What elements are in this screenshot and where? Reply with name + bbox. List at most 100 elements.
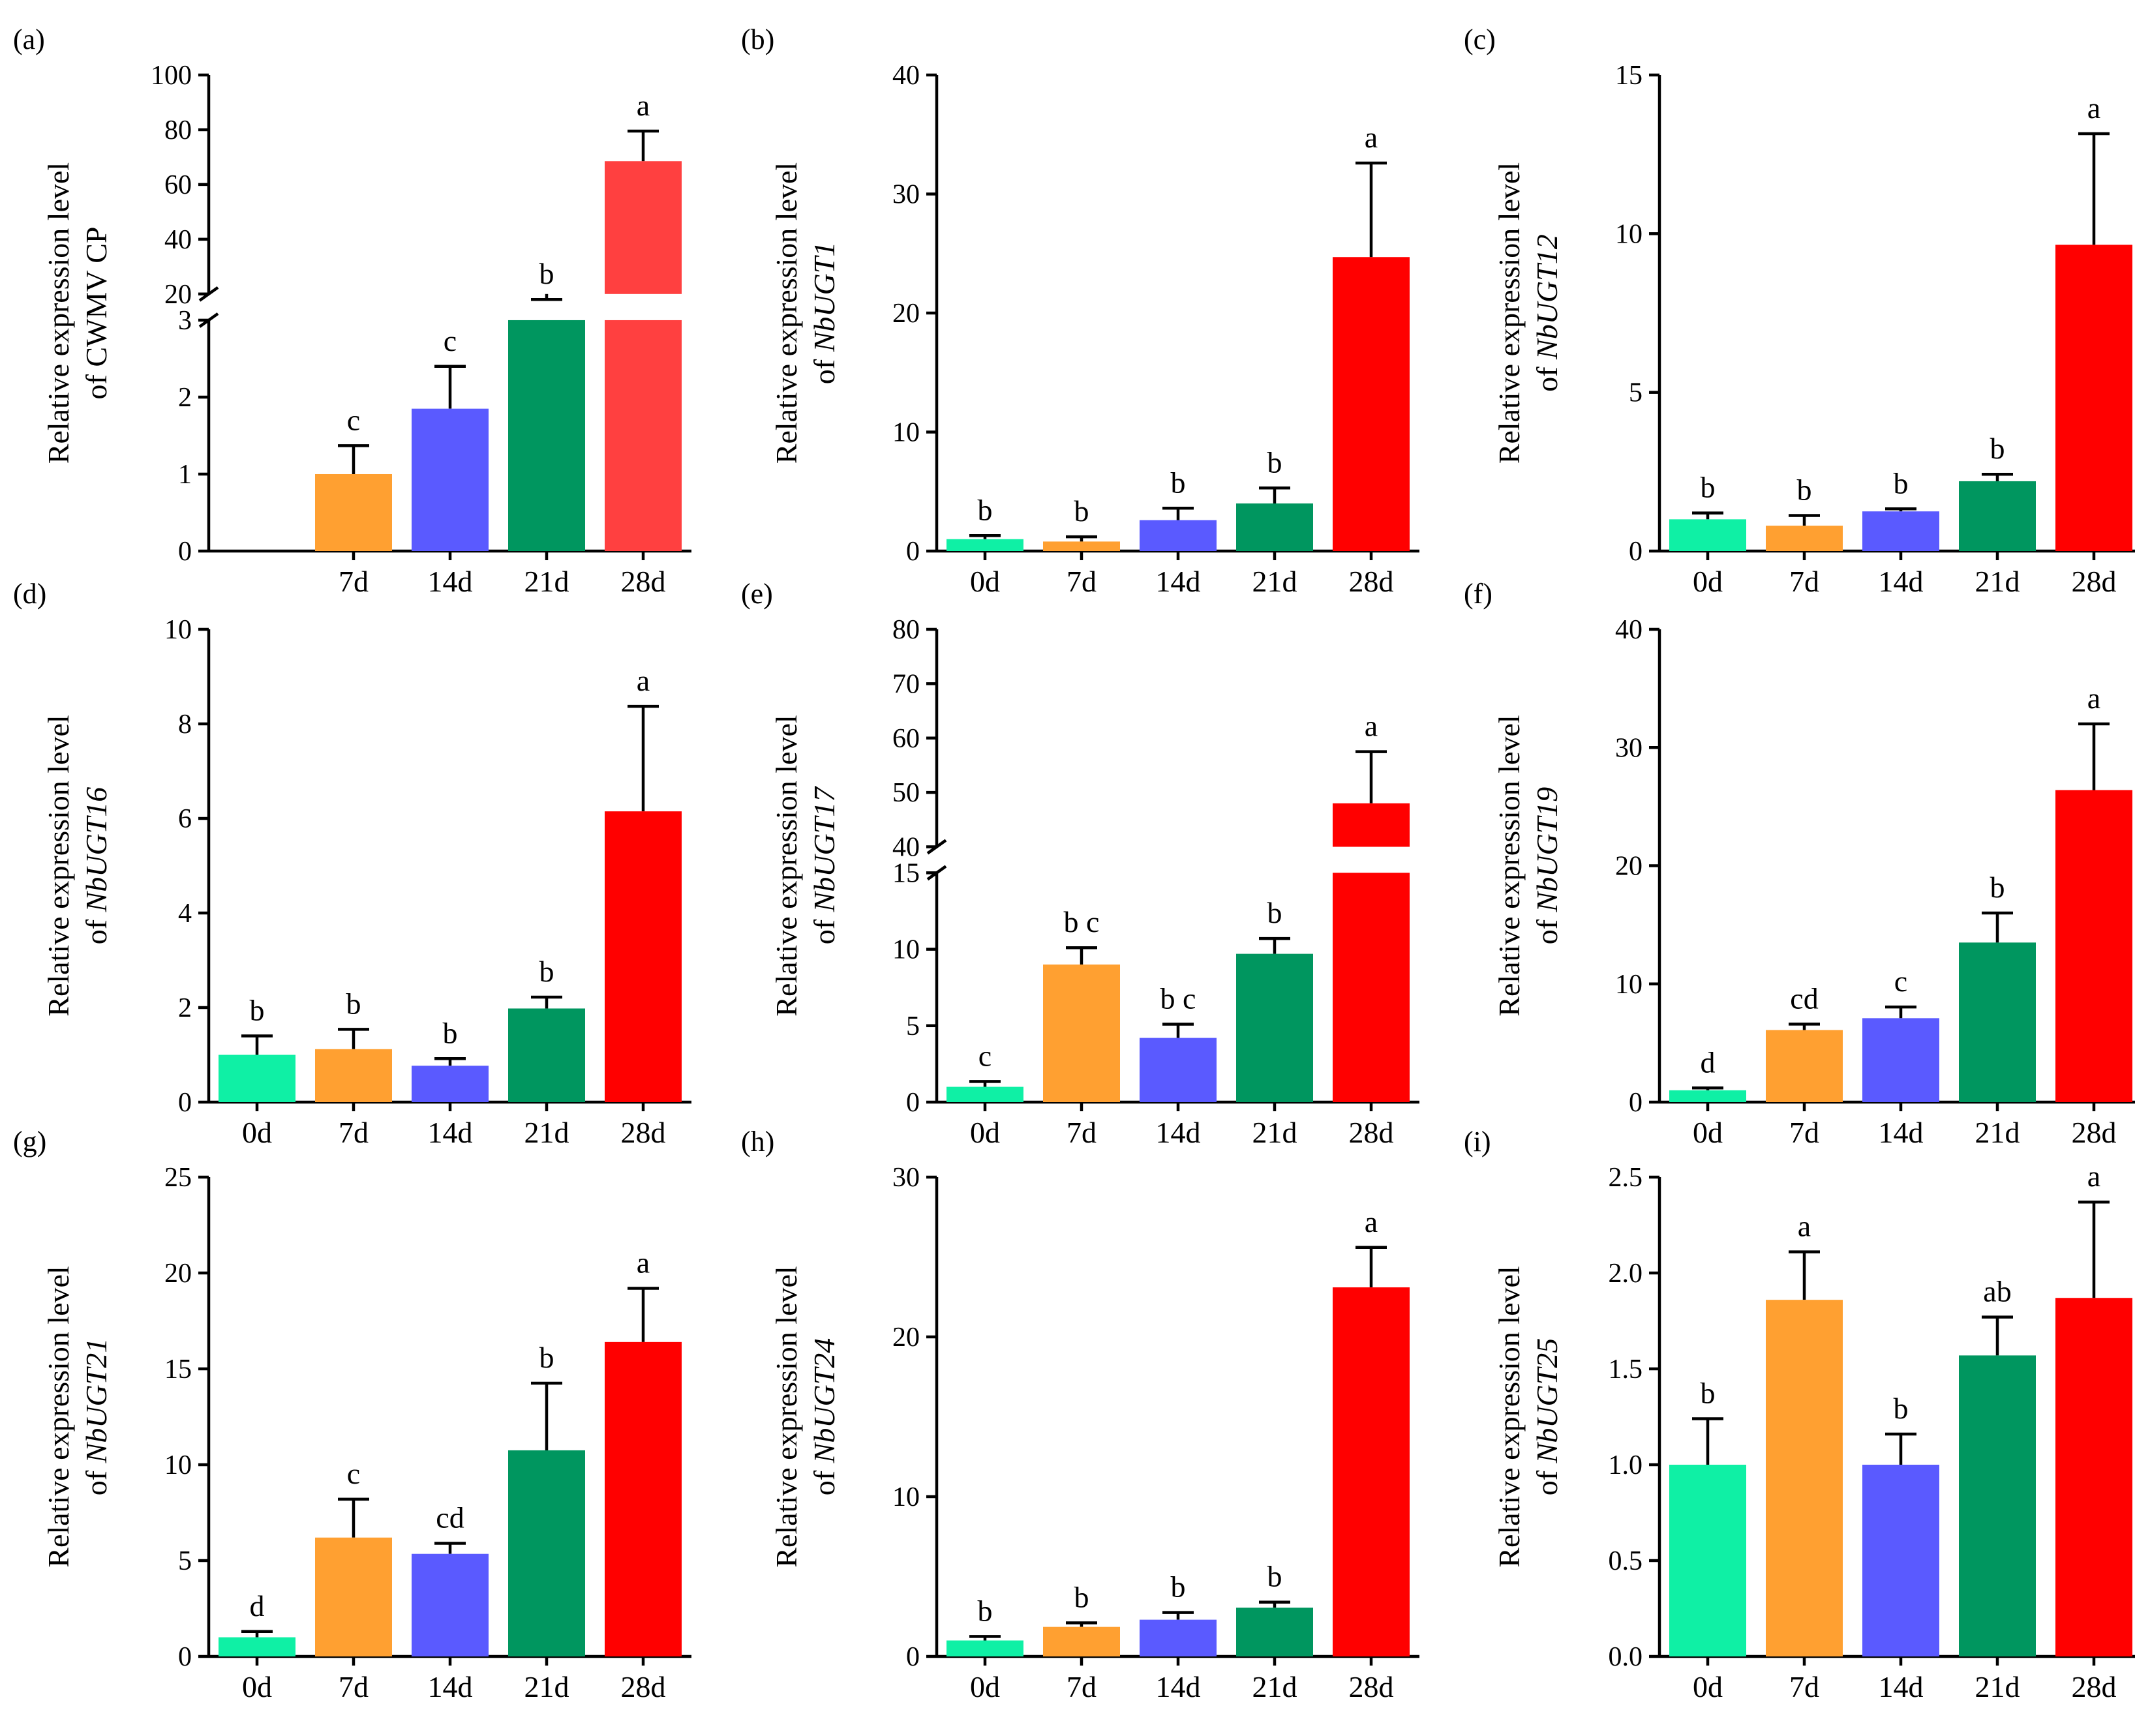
x-tick-label: 7d bbox=[1067, 565, 1097, 598]
bar bbox=[1959, 1355, 2036, 1656]
y-axis-title: Relative expression level of NbUGT12 bbox=[1492, 162, 1564, 464]
y-axis-title-line2: of NbUGT21 bbox=[80, 1338, 113, 1496]
x-tick-label: 7d bbox=[1789, 565, 1819, 598]
y-axis-title-line1: Relative expression level bbox=[1492, 1266, 1526, 1567]
x-tick-label: 0d bbox=[1693, 1116, 1723, 1149]
x-tick-label: 21d bbox=[1252, 565, 1297, 598]
y-tick-label: 2 bbox=[178, 993, 192, 1023]
y-tick-label: 0 bbox=[178, 1642, 192, 1672]
chart-panel-b: (b) Relative expression level of NbUGT1 0d 7… bbox=[741, 23, 1419, 598]
y-tick-label: 100 bbox=[151, 61, 192, 91]
significance-letter: a bbox=[1798, 1210, 1811, 1243]
bar bbox=[605, 811, 682, 1102]
bar bbox=[1669, 519, 1746, 551]
y-tick-label: 20 bbox=[892, 1323, 920, 1353]
bar bbox=[219, 1055, 295, 1102]
chart-panel-e: (e) Relative expression level of NbUGT17 0d… bbox=[741, 578, 1419, 1149]
x-tick-label: 0d bbox=[242, 1116, 272, 1149]
y-tick-label: 0 bbox=[906, 1088, 920, 1118]
y-tick-label: 1.0 bbox=[1609, 1450, 1643, 1480]
y-axis-title-prefix: of bbox=[808, 1463, 841, 1495]
significance-letter: b bbox=[250, 994, 265, 1027]
significance-letter: b bbox=[539, 1341, 554, 1374]
y-axis-title-line2: of NbUGT16 bbox=[80, 787, 113, 945]
bar bbox=[508, 1008, 585, 1102]
significance-letter: b bbox=[1171, 1570, 1186, 1604]
bar bbox=[315, 473, 392, 551]
y-tick-label: 0 bbox=[906, 537, 920, 567]
bar bbox=[1333, 257, 1410, 551]
bar bbox=[508, 1450, 585, 1656]
panel-label: (c) bbox=[1464, 23, 1496, 55]
significance-letter: b bbox=[1267, 445, 1282, 479]
y-axis-title-gene: NbUGT21 bbox=[80, 1338, 113, 1464]
significance-letter: b bbox=[1990, 871, 2005, 904]
chart-panel-a: (a) Relative expression level of CWMV CP 7d… bbox=[13, 23, 691, 598]
y-tick-label: 40 bbox=[1615, 615, 1643, 645]
significance-letter: d bbox=[1701, 1045, 1716, 1079]
bar bbox=[946, 1086, 1023, 1102]
y-tick-label: 60 bbox=[164, 170, 192, 200]
bar bbox=[2055, 790, 2132, 1102]
significance-letter: ab bbox=[1983, 1275, 2011, 1308]
bar bbox=[1043, 1626, 1120, 1656]
y-tick-label: 5 bbox=[1629, 378, 1643, 408]
x-tick-label: 21d bbox=[1252, 1116, 1297, 1149]
x-tick-label: 28d bbox=[2072, 565, 2117, 598]
x-tick-label: 21d bbox=[1975, 1116, 2020, 1149]
y-tick-label: 70 bbox=[892, 669, 920, 699]
bar bbox=[1140, 520, 1217, 551]
significance-letter: b c bbox=[1160, 981, 1196, 1015]
panel-label: (i) bbox=[1464, 1126, 1491, 1158]
x-tick-label: 0d bbox=[242, 1670, 272, 1703]
x-tick-label: 28d bbox=[2072, 1670, 2117, 1703]
x-tick-label: 28d bbox=[2072, 1116, 2117, 1149]
y-tick-label: 30 bbox=[1615, 733, 1643, 763]
bar bbox=[1766, 1300, 1843, 1656]
significance-letter: c bbox=[1894, 965, 1907, 998]
bar bbox=[1766, 1030, 1843, 1102]
significance-letter: cd bbox=[1790, 981, 1818, 1015]
y-axis-title-line1: Relative expression level bbox=[770, 1266, 803, 1567]
significance-letter: b bbox=[539, 257, 554, 290]
x-tick-label: 28d bbox=[621, 565, 666, 598]
x-tick-label: 14d bbox=[428, 1116, 473, 1149]
significance-letter: b bbox=[1990, 432, 2005, 465]
y-axis-title: Relative expression level of NbUGT1 bbox=[770, 162, 841, 464]
y-axis-title-prefix: of bbox=[1530, 912, 1564, 944]
x-tick-label: 0d bbox=[970, 1116, 1000, 1149]
chart-panel-h: (h) Relative expression level of NbUGT24 0d… bbox=[741, 1126, 1419, 1703]
x-tick-label: 7d bbox=[1789, 1116, 1819, 1149]
x-tick-label: 0d bbox=[1693, 565, 1723, 598]
y-tick-label: 10 bbox=[1615, 219, 1643, 249]
significance-letter: b bbox=[1797, 473, 1812, 506]
y-axis-title: Relative expression level of NbUGT17 bbox=[770, 715, 841, 1016]
y-tick-label: 10 bbox=[164, 1450, 192, 1480]
x-tick-label: 14d bbox=[428, 565, 473, 598]
panel-label: (h) bbox=[741, 1126, 774, 1158]
y-axis-title-line2: of NbUGT1 bbox=[808, 242, 841, 385]
y-axis-title-gene: NbUGT12 bbox=[1530, 234, 1564, 360]
x-tick-label: 7d bbox=[1789, 1670, 1819, 1703]
bar bbox=[2055, 245, 2132, 551]
x-tick-label: 21d bbox=[524, 1116, 569, 1149]
bar bbox=[946, 1640, 1023, 1656]
y-tick-label: 2.5 bbox=[1609, 1163, 1643, 1193]
bar bbox=[1862, 1018, 1939, 1102]
significance-letter: b bbox=[1267, 896, 1282, 929]
y-tick-label: 4 bbox=[178, 899, 192, 929]
bar bbox=[1333, 873, 1410, 1102]
chart-panel-i: (i) Relative expression level of NbUGT25 0d… bbox=[1464, 1126, 2135, 1703]
significance-letter: a bbox=[1365, 121, 1378, 154]
x-tick-label: 0d bbox=[970, 565, 1000, 598]
x-tick-label: 28d bbox=[1349, 1116, 1394, 1149]
y-tick-label: 25 bbox=[164, 1163, 192, 1193]
y-tick-label: 0.5 bbox=[1609, 1546, 1643, 1576]
y-tick-label: 40 bbox=[892, 833, 920, 863]
bar bbox=[508, 320, 585, 551]
y-tick-label: 20 bbox=[164, 1259, 192, 1289]
bar bbox=[1236, 1608, 1313, 1656]
y-axis-title-prefix: of bbox=[808, 912, 841, 944]
x-tick-label: 14d bbox=[1156, 565, 1201, 598]
